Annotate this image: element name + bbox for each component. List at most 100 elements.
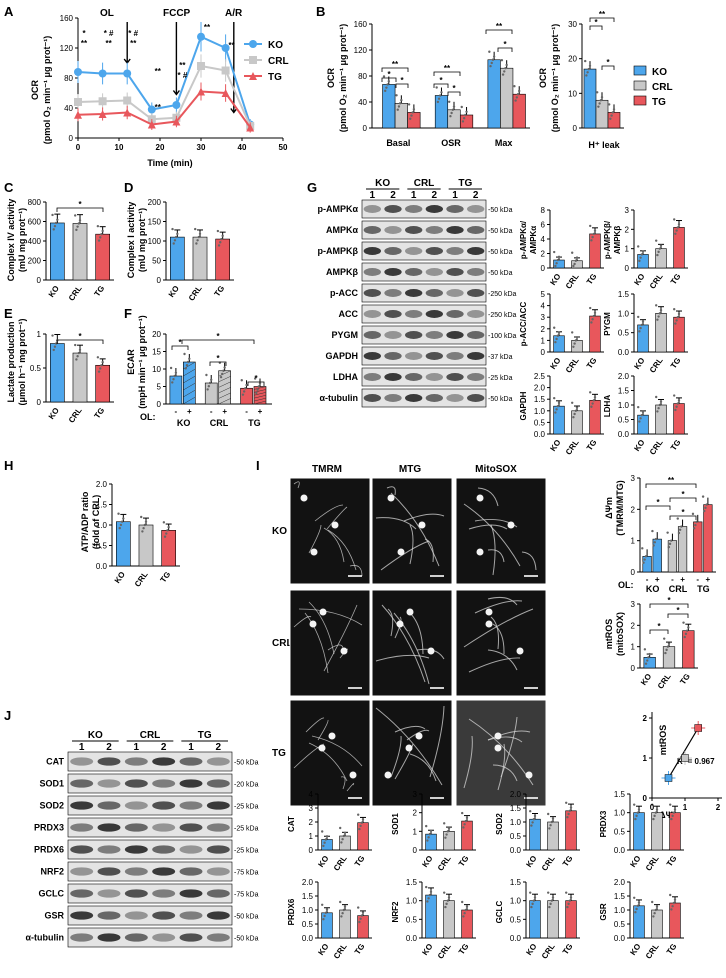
blotG-band: [466, 373, 485, 381]
b-leak-sig: **: [599, 10, 606, 19]
j-quant-4-point: [324, 911, 327, 914]
c-point: [101, 229, 104, 233]
f-hatch: [183, 368, 196, 377]
neurite: [308, 601, 335, 655]
j-quant-1-point: [464, 819, 467, 823]
neurite: [381, 604, 426, 683]
b-leak-point: [598, 102, 601, 105]
blotG-row-frame: [361, 283, 487, 303]
f-yticklabel: 15: [152, 348, 161, 357]
f-point: [221, 372, 224, 376]
blotJ-band: [152, 779, 176, 788]
neurite: [327, 644, 344, 651]
f-yticklabel: 5: [157, 383, 162, 392]
j-quant-6-yticklabel: 0.0: [510, 934, 522, 943]
e-xlabel: CRL: [67, 406, 84, 425]
i-mros-sig: *: [667, 596, 671, 605]
j-quant-7-point: [637, 901, 641, 904]
c-bracket: [56, 207, 104, 212]
blotJ-protein-label: SOD2: [39, 801, 64, 811]
i-dpsi-point: [653, 541, 657, 544]
i-dpsi-ylabel: ΔΨm: [604, 497, 614, 519]
b-sig: *: [503, 40, 507, 49]
b-sig: **: [496, 22, 503, 31]
a-point-ko: [172, 101, 181, 109]
legend: KO CRL TG: [633, 65, 673, 108]
j-quant-5-xlabel: CRL: [436, 942, 453, 961]
blotG-band: [363, 226, 382, 234]
cell-body: [384, 771, 392, 779]
f-group-label: TG: [248, 418, 261, 428]
i-dpsi-ol-sign: +: [706, 575, 711, 584]
a-point-tg: [172, 117, 181, 126]
c-yticklabel: 600: [28, 218, 42, 227]
j-quant-7-xlabel: KO: [628, 942, 642, 957]
f-hatch: [218, 392, 231, 399]
b-point: [385, 86, 388, 89]
a-point-ko: [197, 32, 205, 41]
j-quant-1-point: [428, 832, 431, 836]
blotG-band: [404, 310, 423, 318]
f-point: [258, 382, 262, 385]
i-dpsi-point: [676, 517, 679, 520]
g-quant-1-point: [676, 226, 679, 229]
blotJ-kda-label: -50 kDa: [234, 914, 259, 921]
blotJ-band: [97, 911, 121, 920]
i-mros-point: [648, 652, 651, 656]
g-quant-0-point: [557, 255, 561, 259]
neurite: [490, 616, 499, 650]
a-point-ko: [123, 69, 132, 78]
j-quant-2-point: [567, 812, 570, 816]
j-quant-0-point: [323, 841, 326, 844]
i-dpsi-point: [691, 512, 695, 516]
g-quant-5-bar: [673, 403, 685, 435]
j-quant-5-point: [447, 896, 451, 899]
blotG-row-frame: [361, 220, 487, 240]
g-quant-1-point: [656, 253, 659, 257]
blotG-band: [446, 205, 464, 213]
blotJ-band: [70, 801, 94, 810]
b-sig: **: [392, 60, 399, 69]
neurite: [375, 654, 430, 662]
neurite: [463, 503, 521, 567]
blotJ-kda-label: -75 kDa: [234, 870, 259, 877]
a-yticklabel: 120: [60, 44, 74, 53]
j-quant-2-point: [569, 806, 573, 809]
g-quant-5-point: [640, 413, 643, 417]
panel-label-h: H: [4, 458, 13, 473]
blotG-group-label: KO: [375, 178, 390, 189]
j-quant-6-yticklabel: 1.5: [510, 878, 522, 887]
c-point: [75, 228, 78, 232]
f-point: [240, 379, 243, 382]
e-ylabel: Lactate production: [6, 321, 16, 402]
b-point: [411, 111, 414, 114]
i-dpsi-point: [704, 506, 707, 510]
h-yunit: (fold of CRL): [91, 495, 101, 549]
f-sig: *: [216, 354, 220, 363]
g-quant-2-point: [571, 331, 574, 334]
j-quant-4-point: [361, 911, 365, 914]
g-quant-5-point: [674, 408, 677, 412]
i-scatter-yticklabel: 1: [643, 754, 648, 763]
f-hatch: [218, 376, 231, 383]
a-ylabel: OCR: [30, 80, 40, 101]
blotJ-band: [179, 757, 203, 766]
b-sig: *: [400, 76, 404, 85]
e-sig: *: [78, 332, 82, 341]
blotG-band: [425, 394, 444, 402]
e-xlabel: KO: [47, 406, 61, 421]
f-point: [184, 367, 187, 370]
i-dpsi-point: [703, 509, 706, 513]
c-yticklabel: 400: [28, 237, 42, 246]
micro-row-tg: TG: [272, 748, 286, 759]
panel-label-a: A: [4, 4, 14, 19]
micrograph-tile: [371, 589, 453, 697]
neurite: [390, 735, 402, 778]
panel-label-j: J: [4, 708, 11, 723]
neurite: [492, 764, 518, 782]
j-quant-label: GCLC: [495, 900, 504, 923]
j-quant-0-point: [361, 818, 365, 821]
b-leak-yticklabel: 10: [568, 89, 577, 98]
b-point: [449, 115, 452, 118]
cell-body: [340, 647, 348, 655]
